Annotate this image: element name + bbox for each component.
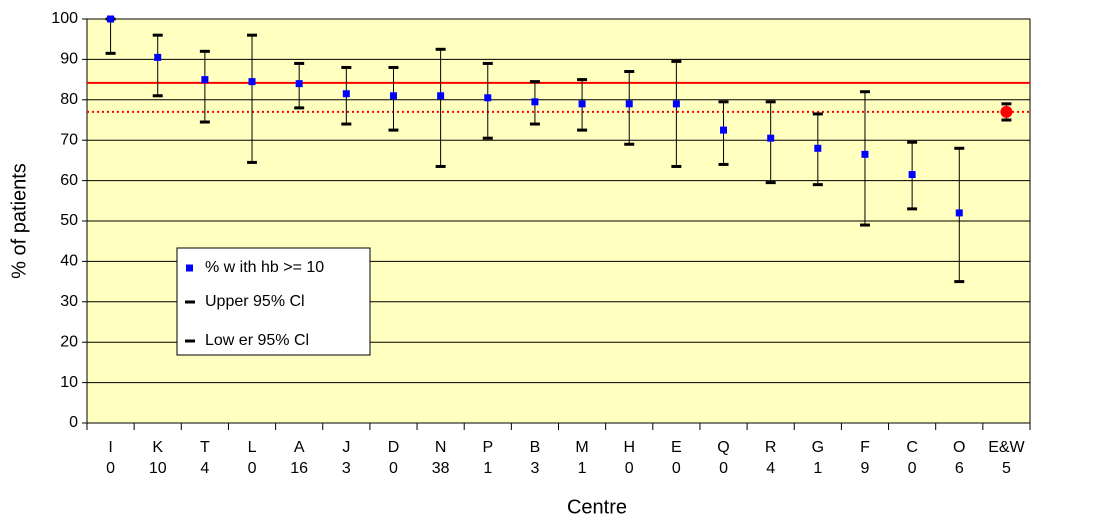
point	[625, 100, 633, 108]
y-tick-label: 50	[60, 212, 78, 229]
x-tick-count: 3	[342, 460, 351, 477]
x-tick-count: 38	[432, 460, 450, 477]
x-tick-count: 10	[149, 460, 167, 477]
x-axis-title: Centre	[567, 496, 627, 518]
y-tick-label: 40	[60, 253, 78, 270]
x-tick-label: G	[812, 439, 824, 456]
x-tick-count: 0	[672, 460, 681, 477]
point	[154, 53, 162, 61]
point	[484, 94, 492, 102]
y-tick-label: 100	[51, 10, 78, 27]
x-tick-label: E&W	[988, 439, 1025, 456]
point	[767, 134, 775, 142]
point	[861, 150, 869, 158]
point	[107, 15, 115, 23]
legend-label: % w ith hb >= 10	[205, 259, 324, 276]
y-tick-label: 30	[60, 293, 78, 310]
x-tick-count: 1	[483, 460, 492, 477]
point	[342, 90, 350, 98]
y-tick-label: 90	[60, 51, 78, 68]
x-tick-label: L	[248, 439, 257, 456]
x-tick-label: O	[953, 439, 965, 456]
point	[814, 144, 822, 152]
point	[295, 80, 303, 88]
x-tick-count: 16	[290, 460, 308, 477]
x-tick-count: 5	[1002, 460, 1011, 477]
y-tick-label: 0	[69, 414, 78, 431]
point	[201, 76, 209, 84]
y-tick-label: 60	[60, 172, 78, 189]
x-tick-count: 9	[861, 460, 870, 477]
y-tick-label: 20	[60, 333, 78, 350]
x-tick-label: R	[765, 439, 777, 456]
x-tick-count: 4	[766, 460, 775, 477]
point	[248, 78, 256, 86]
x-tick-label: M	[575, 439, 588, 456]
point	[908, 171, 916, 179]
legend-label: Low er 95% Cl	[205, 332, 309, 349]
x-tick-label: D	[388, 439, 400, 456]
x-tick-label: C	[906, 439, 918, 456]
x-tick-count: 1	[813, 460, 822, 477]
y-tick-label: 80	[60, 91, 78, 108]
x-tick-label: P	[482, 439, 493, 456]
x-tick-count: 0	[389, 460, 398, 477]
x-tick-count: 0	[106, 460, 115, 477]
x-tick-label: T	[200, 439, 210, 456]
x-tick-label: N	[435, 439, 447, 456]
x-tick-label: H	[623, 439, 635, 456]
point	[578, 100, 586, 108]
point	[720, 126, 728, 134]
x-tick-count: 4	[200, 460, 209, 477]
point	[672, 100, 680, 108]
legend-label: Upper 95% Cl	[205, 293, 305, 310]
x-tick-count: 0	[625, 460, 634, 477]
x-tick-count: 0	[719, 460, 728, 477]
y-axis-title: % of patients	[8, 163, 30, 279]
x-tick-count: 1	[578, 460, 587, 477]
legend-marker	[186, 264, 193, 272]
x-tick-label: I	[108, 439, 112, 456]
point	[389, 92, 397, 100]
x-tick-label: Q	[717, 439, 729, 456]
x-tick-label: J	[342, 439, 350, 456]
x-tick-label: E	[671, 439, 682, 456]
legend-box	[176, 247, 371, 356]
point	[1000, 105, 1013, 118]
x-tick-label: K	[152, 439, 163, 456]
point	[955, 209, 963, 217]
x-tick-count: 0	[908, 460, 917, 477]
x-tick-count: 0	[248, 460, 257, 477]
y-tick-label: 70	[60, 131, 78, 148]
y-tick-label: 10	[60, 374, 78, 391]
point	[531, 98, 539, 106]
x-tick-label: A	[294, 439, 305, 456]
x-tick-label: B	[530, 439, 541, 456]
x-tick-count: 3	[530, 460, 539, 477]
point	[437, 92, 445, 100]
x-tick-count: 6	[955, 460, 964, 477]
x-tick-label: F	[860, 439, 870, 456]
